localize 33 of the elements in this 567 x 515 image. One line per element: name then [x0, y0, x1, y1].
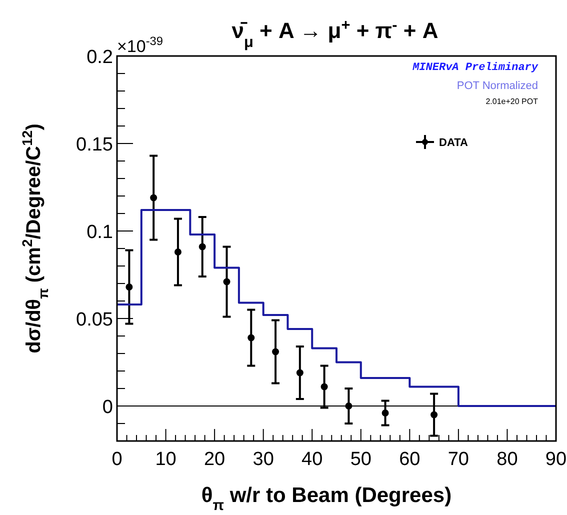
- y-tick-label: 0.15: [76, 134, 113, 156]
- point: [126, 284, 133, 290]
- x-tick-label: 70: [448, 449, 470, 470]
- x-tick-label: 50: [350, 449, 372, 470]
- point: [198, 243, 206, 250]
- x-tick-label: 60: [399, 449, 420, 470]
- y-tick-label: 0: [102, 397, 113, 418]
- x-tick-label: 90: [545, 449, 567, 470]
- annotation: MINERvA Preliminary: [412, 62, 538, 74]
- chart-title: ν̄$_{μ}$ + A → μ$^{+}$ + π$^{-}$ + A: [232, 16, 438, 50]
- point: [174, 248, 182, 256]
- point: [320, 383, 328, 390]
- point: [248, 334, 255, 342]
- y-tick-label: 0.05: [76, 310, 113, 330]
- annotation: POT Normalized: [456, 80, 538, 92]
- point: [345, 402, 352, 410]
- point: [272, 348, 280, 356]
- point: [382, 410, 389, 416]
- y-tick-label: 0.2: [86, 47, 113, 68]
- point: [223, 278, 230, 286]
- x-tick-label: 40: [302, 449, 323, 470]
- point: [150, 194, 158, 202]
- point: [430, 411, 438, 418]
- x-tick-label: 30: [252, 449, 274, 470]
- x-tick-label: 20: [204, 449, 226, 470]
- legend-label: DATA: [439, 137, 468, 149]
- x-tick-label: 80: [496, 449, 518, 470]
- annotation: ×10$^{-39}$: [117, 34, 164, 56]
- x-axis-title: θ$_{π}$ w/r to Beam (Degrees): [201, 484, 452, 514]
- x-tick-label: 10: [155, 449, 176, 470]
- y-tick-label: 0.1: [86, 222, 113, 243]
- annotation: 2.01e+20 POT: [486, 97, 538, 106]
- point: [296, 369, 304, 376]
